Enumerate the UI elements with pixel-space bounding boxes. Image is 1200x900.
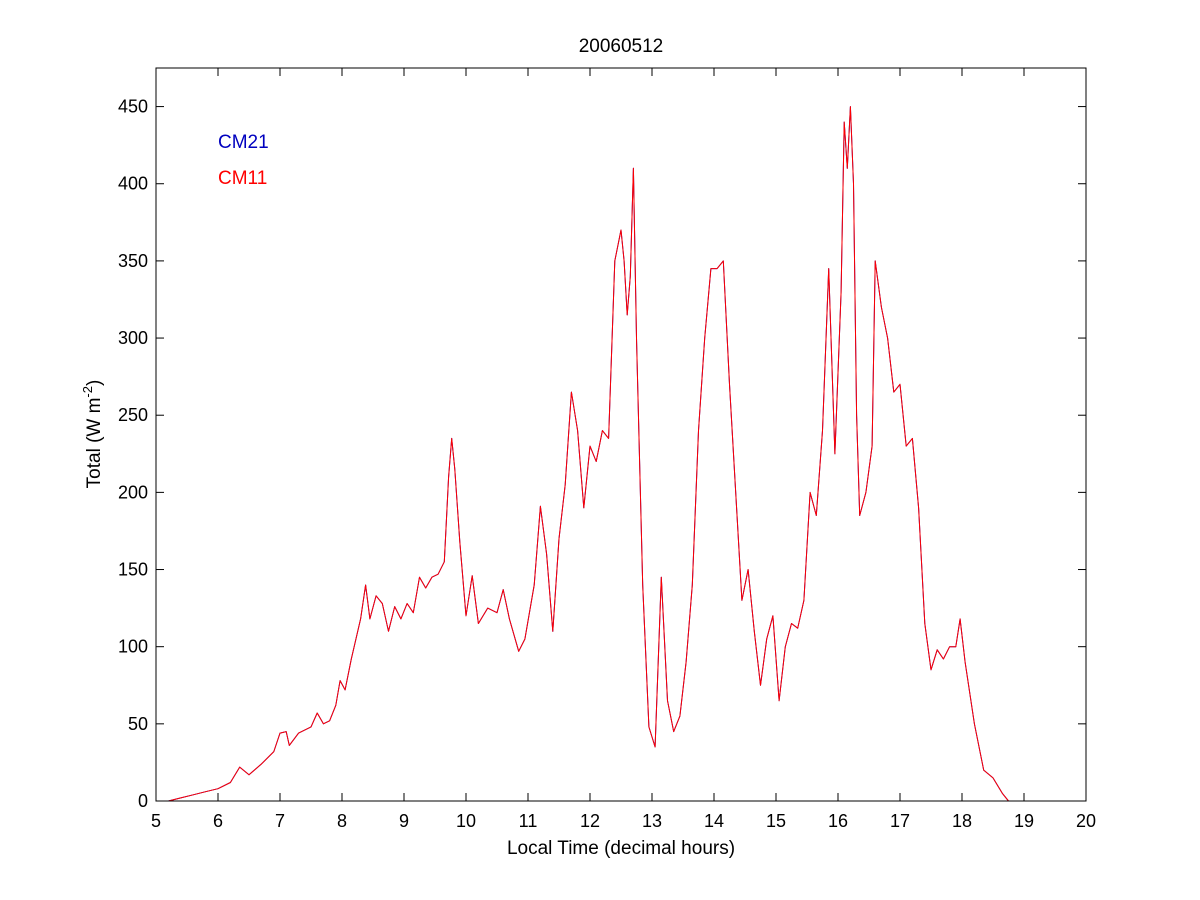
x-tick-label: 9: [399, 811, 409, 831]
x-axis-label: Local Time (decimal hours): [507, 838, 735, 859]
x-tick-label: 14: [704, 811, 724, 831]
x-tick-label: 8: [337, 811, 347, 831]
x-tick-label: 7: [275, 811, 285, 831]
x-tick-label: 17: [890, 811, 910, 831]
y-tick-label: 450: [118, 97, 148, 117]
y-axis-label-exponent: -2: [80, 386, 95, 398]
legend-entry-cm21: CM21: [218, 132, 269, 153]
series-line-cm11: [168, 106, 1009, 802]
legend-entry-cm11: CM11: [218, 168, 267, 189]
series-layer: [168, 106, 1009, 802]
y-axis-label: Total (W m-2): [80, 380, 105, 489]
y-tick-label: 250: [118, 405, 148, 425]
x-tick-label: 10: [456, 811, 476, 831]
y-tick-label: 200: [118, 482, 148, 502]
x-axis: 5 6 7 8 9 10 11 12 13 14 15 16 17 18 19 20: [151, 68, 1096, 831]
y-tick-label: 300: [118, 328, 148, 348]
chart-title: 20060512: [579, 36, 664, 57]
y-tick-label: 50: [128, 714, 148, 734]
y-tick-label: 100: [118, 637, 148, 657]
y-axis-label-prefix: Total (W m: [84, 398, 105, 489]
x-tick-label: 16: [828, 811, 848, 831]
x-tick-label: 18: [952, 811, 972, 831]
plot-area: [156, 68, 1086, 801]
y-tick-label: 400: [118, 174, 148, 194]
x-tick-label: 5: [151, 811, 161, 831]
x-tick-label: 19: [1014, 811, 1034, 831]
x-tick-label: 13: [642, 811, 662, 831]
x-tick-label: 12: [580, 811, 600, 831]
y-axis-label-suffix: ): [84, 380, 105, 386]
y-tick-label: 150: [118, 560, 148, 580]
plot-frame: [155, 67, 1087, 802]
legend: CM21 CM11: [218, 132, 269, 189]
x-tick-label: 15: [766, 811, 786, 831]
y-axis: 0 50 100 150 200 250 300 350 400 450: [118, 97, 1086, 811]
x-tick-label: 20: [1076, 811, 1096, 831]
x-tick-label: 11: [519, 811, 538, 831]
y-tick-label: 0: [138, 791, 148, 811]
x-tick-label: 6: [213, 811, 223, 831]
y-tick-label: 350: [118, 251, 148, 271]
